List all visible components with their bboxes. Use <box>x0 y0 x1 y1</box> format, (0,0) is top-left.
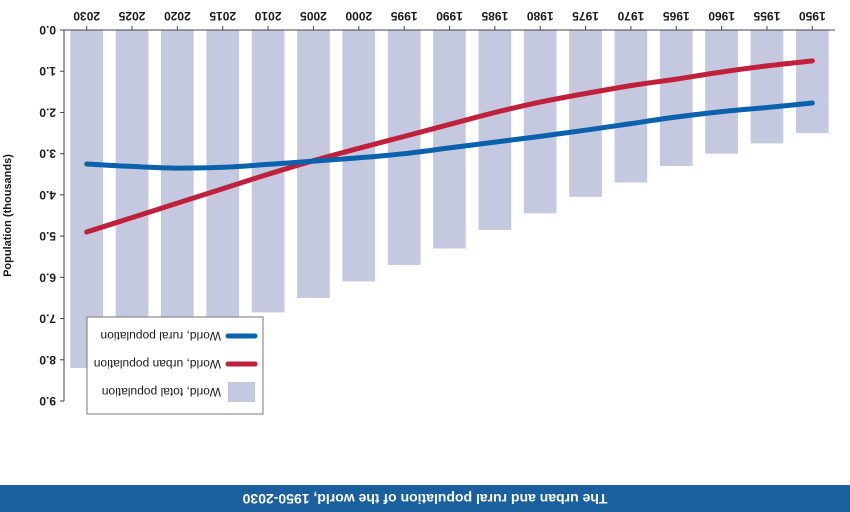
y-tick-label: 0.0 <box>39 23 56 37</box>
y-tick-label: 9.0 <box>39 394 56 408</box>
x-tick-labels: 1950 1955 1960 1965 1970 1975 1980 1985 1990 1995… <box>73 9 826 23</box>
x-tick-label-1970: 1970 <box>617 9 644 23</box>
total-population-bar-1985 <box>478 30 512 230</box>
legend: World, total population World, urban popu… <box>86 316 264 415</box>
x-tick-label-1980: 1980 <box>527 9 554 23</box>
y-tick-label: 3.0 <box>39 147 56 161</box>
x-tick-label-2015: 2015 <box>209 9 236 23</box>
y-tick-label: 8.0 <box>39 353 56 367</box>
y-tick-label: 1.0 <box>39 64 56 78</box>
x-tick-label-1960: 1960 <box>708 9 735 23</box>
total-population-bar-1965 <box>659 30 693 166</box>
legend-swatch-total <box>228 382 255 402</box>
lines-layer <box>84 58 815 235</box>
y-tick-label: 2.0 <box>39 105 56 119</box>
total-population-bar-2020 <box>161 30 194 342</box>
y-tick-label: 5.0 <box>39 229 56 243</box>
total-population-bar-1995 <box>387 30 421 265</box>
x-tick-label-1965: 1965 <box>663 9 690 23</box>
y-tick-label: 4.0 <box>39 188 56 202</box>
y-tick-label: 6.0 <box>39 270 56 284</box>
total-population-bar-2025 <box>115 30 149 356</box>
x-tick-label-1990: 1990 <box>436 9 463 23</box>
legend-entry: World, rural population <box>100 329 221 343</box>
total-population-bar-1970 <box>614 30 648 183</box>
world-urban-population-line <box>84 58 815 235</box>
axis-layer <box>60 26 835 402</box>
x-tick-label-2005: 2005 <box>300 9 327 23</box>
x-tick-label-1985: 1985 <box>481 9 508 23</box>
y-tick-label: 7.0 <box>39 312 56 326</box>
total-population-bar-1960 <box>705 30 738 154</box>
total-population-bar-1975 <box>569 30 602 197</box>
total-population-bar-1955 <box>750 30 784 144</box>
x-tick-label-1950: 1950 <box>799 9 826 23</box>
y-tick-labels: 0.0 1.0 2.0 3.0 4.0 5.0 6.0 7.0 8.0 9.0 <box>39 23 56 408</box>
x-tick-label-1995: 1995 <box>390 9 417 23</box>
total-population-bar-1990 <box>433 30 466 249</box>
y-axis-title: Population (thousands) <box>2 154 14 277</box>
world-rural-population-line <box>84 100 815 171</box>
x-tick-label-2025: 2025 <box>118 9 145 23</box>
total-population-bar-2030 <box>70 30 103 368</box>
total-population-bar-1980 <box>523 30 557 214</box>
x-tick-label-2010: 2010 <box>254 9 281 23</box>
x-tick-label-1975: 1975 <box>572 9 599 23</box>
x-tick-label-2030: 2030 <box>73 9 100 23</box>
total-population-bar-1950 <box>796 30 829 134</box>
x-tick-label-2000: 2000 <box>345 9 372 23</box>
x-tick-label-1955: 1955 <box>753 9 780 23</box>
bars-layer <box>70 30 829 368</box>
total-population-bar-2015 <box>206 30 240 327</box>
legend-entry: World, urban population <box>94 357 221 371</box>
chart-title: The urban and rural population of the wo… <box>0 485 850 512</box>
legend-entry: World, total population <box>102 385 221 399</box>
x-tick-label-2020: 2020 <box>164 9 191 23</box>
